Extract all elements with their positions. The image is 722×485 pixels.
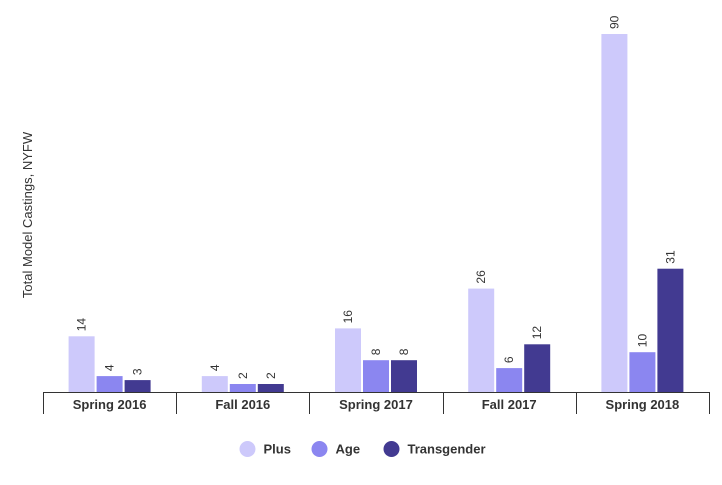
legend-item-age: Age (311, 441, 361, 457)
value-labels-group: 14 4 3 4 2 2 16 8 8 26 6 12 90 10 31 (75, 15, 678, 379)
bar-age-spring-2016 (96, 376, 123, 392)
x-tick-label: Spring 2018 (606, 397, 680, 412)
bar-transgender-fall-2016 (257, 384, 284, 392)
value-label: 31 (663, 250, 677, 264)
bar-age-fall-2017 (496, 368, 523, 392)
legend-label: Age (336, 442, 361, 457)
legend-item-transgender: Transgender (383, 441, 486, 457)
value-label: 6 (502, 356, 516, 363)
bar-transgender-fall-2017 (524, 344, 551, 392)
value-label: 8 (369, 348, 383, 355)
x-tick-label: Fall 2017 (482, 397, 537, 412)
value-label: 14 (75, 318, 89, 332)
legend-swatch (311, 441, 328, 457)
bar-plus-spring-2016 (68, 336, 95, 392)
value-label: 10 (635, 334, 649, 348)
value-label: 8 (397, 348, 411, 355)
bar-age-spring-2018 (629, 352, 656, 392)
y-axis-label: Total Model Castings, NYFW (20, 131, 35, 298)
x-tick-label: Spring 2017 (339, 397, 413, 412)
value-label: 12 (530, 326, 544, 340)
value-label: 3 (131, 368, 145, 375)
bar-age-spring-2017 (363, 360, 389, 392)
value-label: 2 (236, 372, 250, 379)
x-tick-label: Spring 2016 (73, 397, 147, 412)
bar-plus-spring-2018 (601, 34, 628, 392)
legend-swatch (383, 441, 400, 457)
bar-transgender-spring-2018 (657, 268, 684, 392)
value-label: 26 (474, 270, 488, 284)
x-axis: Spring 2016 Fall 2016 Spring 2017 Fall 2017… (43, 392, 710, 414)
value-label: 2 (264, 372, 278, 379)
value-label: 16 (341, 310, 355, 324)
bar-plus-fall-2017 (468, 288, 495, 392)
bar-age-fall-2016 (229, 384, 256, 392)
bar-plus-spring-2017 (335, 328, 361, 392)
bar-transgender-spring-2017 (391, 360, 417, 392)
legend-label: Plus (264, 442, 291, 457)
bar-plus-fall-2016 (201, 376, 228, 392)
value-label: 90 (607, 15, 621, 29)
legend-swatch (239, 441, 256, 457)
value-label: 4 (208, 364, 222, 371)
bars-group (68, 34, 684, 392)
x-tick-label: Fall 2016 (215, 397, 270, 412)
value-label: 4 (103, 364, 117, 371)
bar-transgender-spring-2016 (124, 380, 151, 392)
legend: Plus Age Transgender (239, 441, 486, 457)
legend-item-plus: Plus (239, 441, 291, 457)
legend-label: Transgender (408, 442, 486, 457)
